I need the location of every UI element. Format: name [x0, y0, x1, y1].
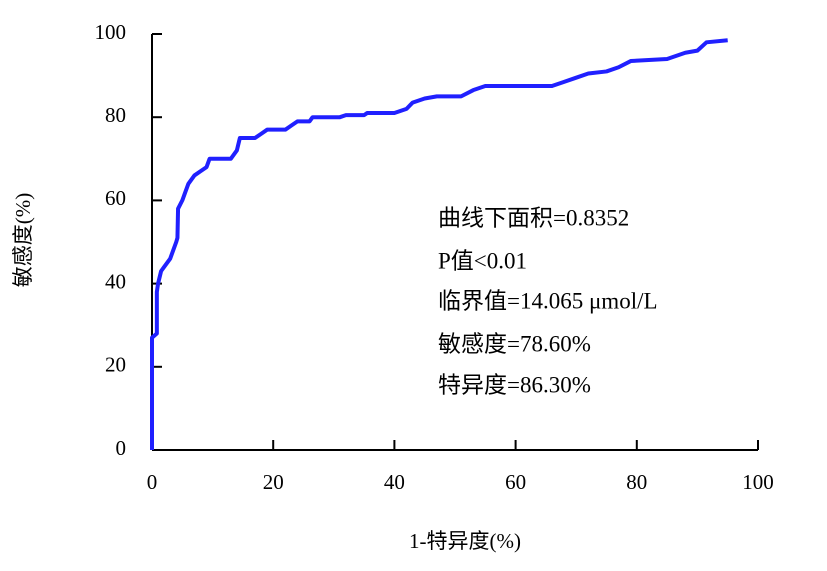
annotation: 敏感度=78.60% [438, 331, 591, 356]
roc-curve [150, 38, 728, 450]
x-axis-label: 1-特异度(%) [409, 529, 521, 553]
x-tick-label: 0 [147, 470, 158, 494]
annotation: 临界值=14.065 μmol/L [438, 288, 658, 313]
y-tick-label: 20 [105, 353, 126, 377]
y-tick-label: 0 [116, 436, 127, 460]
y-tick-label: 80 [105, 103, 126, 127]
y-axis-label: 敏感度(%) [11, 193, 35, 287]
y-tick-label: 100 [95, 20, 127, 44]
y-tick-label: 40 [105, 269, 126, 293]
x-tick-label: 40 [384, 470, 405, 494]
annotation: 曲线下面积=0.8352 [438, 205, 629, 230]
y-tick-label: 60 [105, 186, 126, 210]
x-tick-label: 60 [505, 470, 526, 494]
annotation: 特异度=86.30% [438, 372, 591, 397]
annotation: P值<0.01 [438, 248, 527, 273]
x-tick-label: 100 [742, 470, 774, 494]
x-tick-label: 80 [626, 470, 647, 494]
x-tick-label: 20 [263, 470, 284, 494]
